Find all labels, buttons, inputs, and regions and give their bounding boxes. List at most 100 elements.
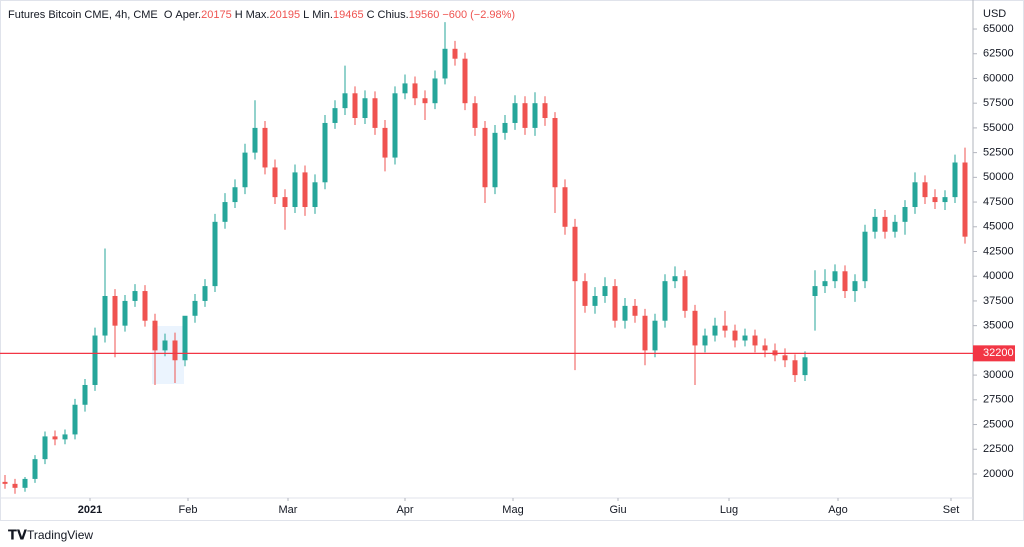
symbol: Futures Bitcoin CME, 4h, CME xyxy=(8,9,158,21)
candle-body xyxy=(612,286,618,321)
candle-body xyxy=(892,221,898,232)
x-tick-label: Set xyxy=(943,504,960,516)
ohlc-key: O xyxy=(163,9,173,21)
candle-body xyxy=(552,118,558,188)
candle-body xyxy=(372,98,378,128)
candle-body xyxy=(42,436,48,460)
candle-body xyxy=(502,122,508,133)
y-tick-label: 35000 xyxy=(983,320,1014,332)
candle-body xyxy=(802,357,808,376)
ohlc-value: 20175 xyxy=(201,9,232,21)
candle-body xyxy=(122,300,128,326)
candle-body xyxy=(782,355,788,361)
candle-body xyxy=(342,93,348,109)
candle-body xyxy=(292,172,298,208)
ohlc-value: 20195 xyxy=(269,9,301,21)
candle-body xyxy=(332,108,338,123)
currency: USD xyxy=(983,8,1006,20)
candle-body xyxy=(732,330,738,341)
candle-body xyxy=(212,221,218,287)
candle-body xyxy=(862,231,868,282)
y-tick-label: 42500 xyxy=(983,245,1014,257)
candle-body xyxy=(822,281,828,287)
candle-body xyxy=(672,276,678,282)
y-tick-label: 50000 xyxy=(983,171,1014,183)
y-tick-label: 47500 xyxy=(983,196,1014,208)
y-tick-label: 20000 xyxy=(983,468,1014,480)
candle-body xyxy=(882,216,888,232)
x-tick-label: Mag xyxy=(502,504,523,516)
candle-body xyxy=(942,197,948,203)
y-tick-label: 55000 xyxy=(983,122,1014,134)
candle-body xyxy=(872,216,878,232)
candle-body xyxy=(182,315,188,361)
candle-body xyxy=(252,127,258,153)
candle-body xyxy=(282,197,288,208)
candle-body xyxy=(932,197,938,203)
ohlc-label: Max. xyxy=(245,9,270,21)
x-tick-label: Mar xyxy=(279,504,298,516)
candle-body xyxy=(952,162,958,198)
candle-body xyxy=(102,295,108,336)
candle-body xyxy=(582,281,588,306)
y-tick-label: 30000 xyxy=(983,369,1014,381)
x-tick-label: 2021 xyxy=(78,504,102,516)
ohlc-value: 19560 xyxy=(408,9,440,21)
candle-body xyxy=(712,325,718,336)
candle-body xyxy=(512,103,518,123)
candle-body xyxy=(742,335,748,341)
y-tick-label: 22500 xyxy=(983,443,1014,455)
logo: 𝗧𝗩 xyxy=(8,527,27,542)
candle-body xyxy=(222,202,228,222)
price-line-label: 32200 xyxy=(983,347,1014,359)
y-tick-label: 62500 xyxy=(983,48,1014,60)
ohlc-label: Min. xyxy=(312,9,333,21)
candle-body xyxy=(492,132,498,188)
candle-body xyxy=(442,48,448,79)
svg-text:𝗧𝗩: 𝗧𝗩 xyxy=(8,527,27,542)
candle-body xyxy=(162,340,168,351)
candle-body xyxy=(152,320,158,351)
ohlc-label: Chius. xyxy=(377,9,409,21)
candle-body xyxy=(682,276,688,311)
candle-body xyxy=(392,93,398,158)
y-tick-label: 40000 xyxy=(983,270,1014,282)
y-tick-label: 25000 xyxy=(983,418,1014,430)
candle-body xyxy=(192,300,198,316)
candle-body xyxy=(842,271,848,292)
price-line-tag xyxy=(973,345,1015,362)
candle-body xyxy=(202,286,208,301)
candle-body xyxy=(112,295,118,326)
candle-body xyxy=(232,187,238,203)
candle-body xyxy=(82,384,88,405)
x-tick-label: Giu xyxy=(609,504,626,516)
candle-body xyxy=(402,83,408,94)
brand: TradingView xyxy=(27,528,93,542)
candle-body xyxy=(432,78,438,104)
candle-body xyxy=(752,335,758,346)
candle-body xyxy=(142,291,148,321)
candle-body xyxy=(12,483,18,488)
candle-body xyxy=(792,360,798,376)
frame xyxy=(0,0,1024,521)
candle-body xyxy=(572,226,578,282)
candle-body xyxy=(692,310,698,346)
candle-body xyxy=(262,127,268,168)
candle-body xyxy=(272,167,278,198)
y-tick-label: 52500 xyxy=(983,147,1014,159)
y-tick-label: 57500 xyxy=(983,97,1014,109)
change: −600 (−2.98%) xyxy=(442,9,516,21)
ohlc-label: Aper. xyxy=(175,9,202,21)
y-tick-label: 60000 xyxy=(983,72,1014,84)
candle-body xyxy=(702,335,708,346)
candle-body xyxy=(812,286,818,296)
candle-body xyxy=(562,187,568,227)
candle-body xyxy=(32,459,38,479)
candle-body xyxy=(72,404,78,435)
candle-body xyxy=(322,122,328,183)
candle-body xyxy=(172,340,178,361)
candle-body xyxy=(652,320,658,351)
candle-body xyxy=(902,207,908,222)
